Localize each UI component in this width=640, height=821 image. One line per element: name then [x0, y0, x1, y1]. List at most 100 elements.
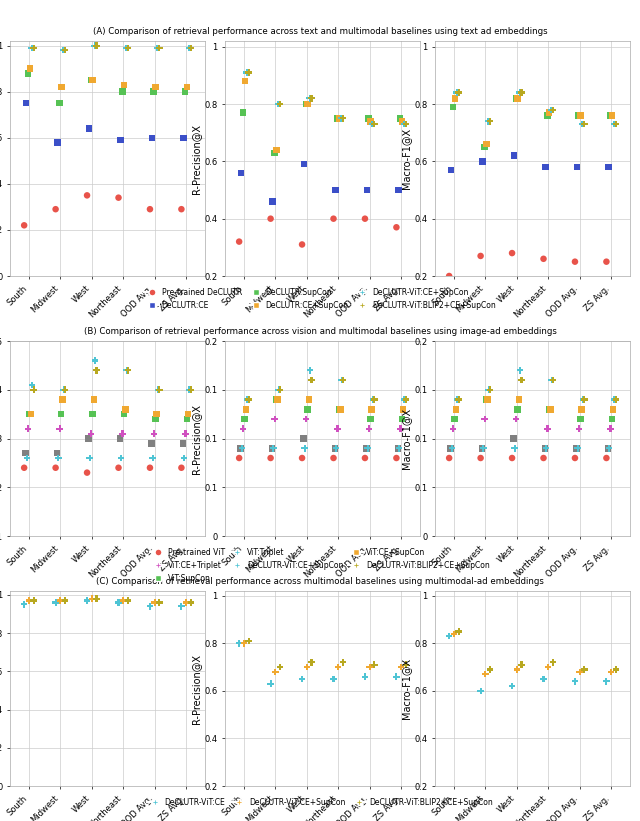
Point	[234, 637, 244, 650]
Point	[548, 374, 558, 387]
Point	[369, 658, 380, 672]
Point	[548, 656, 558, 669]
Point	[123, 364, 133, 377]
Point	[25, 62, 35, 76]
Point	[398, 402, 408, 415]
Point	[450, 92, 460, 105]
Point	[603, 161, 613, 174]
Legend: DeCLUTR-ViT:CE, DeCLUTR-ViT:CE+SupCon, DeCLUTR-ViT:BLIP2+CE+SupCon: DeCLUTR-ViT:CE, DeCLUTR-ViT:CE+SupCon, D…	[144, 795, 496, 810]
Point	[267, 442, 277, 455]
Point	[51, 203, 61, 216]
Point	[444, 269, 454, 282]
Point	[507, 246, 517, 259]
Point	[115, 432, 125, 445]
Point	[86, 592, 97, 605]
Point	[184, 41, 194, 54]
Point	[538, 252, 548, 265]
Point	[579, 393, 589, 406]
Point	[538, 672, 548, 686]
Point	[297, 452, 307, 465]
Point	[611, 393, 621, 406]
Point	[118, 594, 129, 607]
Point	[92, 39, 102, 53]
Y-axis label: R-Precision@X: R-Precision@X	[191, 403, 202, 474]
Point	[480, 667, 490, 681]
Point	[182, 412, 192, 425]
Point	[544, 402, 554, 415]
Point	[485, 383, 495, 397]
Point	[121, 41, 131, 54]
Point	[545, 402, 556, 415]
Point	[117, 85, 127, 99]
Point	[571, 442, 581, 455]
Point	[361, 442, 371, 455]
Point	[401, 117, 411, 131]
Point	[268, 442, 278, 455]
Point	[60, 594, 70, 607]
Point	[307, 92, 317, 105]
Point	[266, 452, 276, 465]
Point	[335, 402, 346, 415]
Point	[150, 596, 160, 609]
Y-axis label: R-Precision@X: R-Precision@X	[191, 123, 202, 194]
Point	[336, 112, 346, 125]
Point	[301, 412, 311, 425]
Point	[275, 98, 285, 111]
Point	[608, 402, 618, 415]
Point	[298, 432, 308, 445]
Point	[239, 412, 250, 425]
Point	[396, 422, 406, 435]
Point	[542, 109, 552, 122]
Point	[302, 402, 312, 415]
Point	[607, 109, 617, 122]
Point	[147, 131, 157, 144]
Point	[150, 412, 161, 425]
Point	[397, 115, 407, 128]
Point	[604, 442, 614, 455]
Point	[238, 422, 248, 435]
Point	[515, 86, 525, 99]
Point	[611, 663, 621, 676]
Point	[24, 594, 34, 607]
Point	[178, 131, 188, 144]
Point	[154, 41, 164, 54]
Point	[272, 393, 282, 406]
Point	[570, 255, 580, 268]
Text: (A) Comparison of retrieval performance across text and multimodal baselines usi: (A) Comparison of retrieval performance …	[93, 27, 547, 36]
Point	[180, 427, 191, 440]
Point	[21, 97, 31, 110]
Point	[394, 442, 404, 455]
Point	[546, 103, 556, 117]
Point	[548, 103, 558, 117]
Point	[301, 661, 312, 674]
Point	[59, 383, 69, 397]
Point	[51, 461, 61, 475]
Point	[176, 599, 186, 612]
Point	[365, 115, 376, 128]
Point	[364, 112, 374, 125]
Point	[360, 212, 370, 225]
Point	[179, 452, 189, 465]
Point	[87, 407, 97, 420]
Point	[180, 85, 190, 99]
Point	[541, 442, 551, 455]
Point	[82, 466, 92, 479]
Point	[479, 412, 490, 425]
Point	[360, 452, 370, 465]
Point	[90, 354, 100, 367]
Point	[113, 191, 124, 204]
Text: (C) Comparison of retrieval performance across multimodal baselines using multim: (C) Comparison of retrieval performance …	[96, 577, 544, 586]
Point	[445, 442, 456, 455]
Point	[605, 422, 616, 435]
Point	[88, 74, 98, 87]
Point	[509, 149, 519, 163]
Point	[362, 442, 372, 455]
Point	[20, 447, 31, 460]
Y-axis label: Macro-F1@X: Macro-F1@X	[401, 658, 412, 719]
Point	[271, 144, 282, 157]
Point	[540, 161, 550, 174]
Point	[273, 383, 284, 397]
Point	[448, 100, 458, 113]
Point	[369, 117, 380, 131]
Point	[334, 112, 344, 125]
